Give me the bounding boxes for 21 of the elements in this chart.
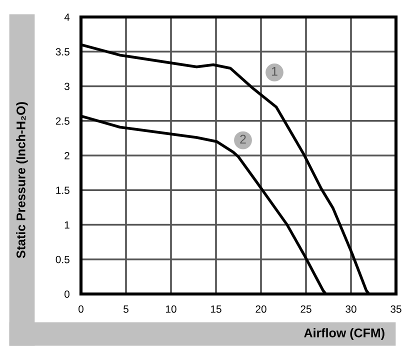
x-tick-label: 0 [78, 305, 84, 313]
x-tick-label: 20 [256, 305, 266, 313]
y-tick-label: 4 [64, 14, 70, 21]
annotation: 1 [272, 67, 278, 76]
x-tick-label: 15 [211, 305, 222, 313]
y-tick-label: 2.5 [56, 117, 70, 125]
y-tick-label: 3 [64, 82, 70, 90]
y-tick-label: 2 [64, 152, 70, 160]
x-tick-label: 10 [166, 305, 176, 313]
y-tick-label: 0 [64, 290, 70, 298]
x-axis-title: Airflow (CFM) [304, 328, 384, 340]
y-axis-title: Static Pressure (Inch-H₂O) [16, 102, 28, 258]
x-tick-label: 5 [124, 305, 128, 313]
annotation: 2 [240, 134, 246, 144]
y-tick-label: 1.5 [56, 186, 70, 194]
x-tick-label: 30 [346, 305, 356, 313]
y-tick-label: 0.5 [56, 256, 70, 264]
y-tick-label: 3.5 [56, 48, 70, 56]
x-tick-label: 35 [390, 305, 402, 313]
x-tick-label: 25 [300, 305, 312, 313]
y-tick-label: 1 [64, 221, 70, 229]
